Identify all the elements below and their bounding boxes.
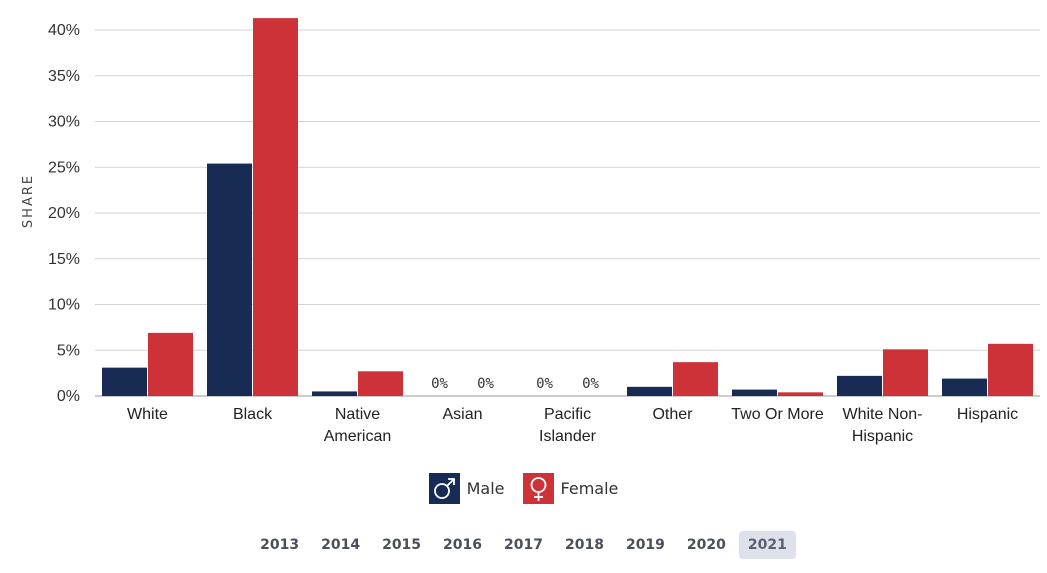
legend: Male Female [0,473,1047,504]
legend-item-male[interactable]: Male [428,473,505,504]
x-category-label: White [127,406,168,423]
zero-data-label: 0% [582,376,599,392]
zero-data-label: 0% [431,376,448,392]
bars [102,18,1033,396]
year-button-2014[interactable]: 2014 [321,537,361,553]
bar-female-black[interactable] [253,18,298,396]
x-category-label: Hispanic [957,406,1018,423]
y-tick-label: 35% [48,68,80,85]
y-tick-label: 25% [48,159,80,176]
year-button-2019[interactable]: 2019 [625,537,665,553]
bar-female-hispanic[interactable] [988,343,1033,396]
gridlines [95,29,1040,397]
bar-male-hispanic[interactable] [942,378,987,396]
bar-male-black[interactable] [207,163,252,396]
male-symbol-icon [428,473,460,504]
x-axis-categories: White Black Native American Asian Pacific Isla… [127,406,1018,445]
y-tick-label: 20% [48,205,80,222]
legend-item-female[interactable]: Female [522,473,619,504]
y-tick-label: 40% [48,22,80,39]
bar-male-native-american[interactable] [312,391,357,396]
x-category-label: Two Or More [731,406,824,423]
x-category-label: Black [233,406,273,423]
y-axis-ticks: 0% 5% 10% 15% 20% 25% 30% 35% 40% [48,22,80,405]
y-tick-label: 0% [57,388,80,405]
zero-data-label: 0% [536,376,553,392]
x-category-label: Native American [324,406,392,445]
y-axis-label: SHARE [21,174,36,228]
year-button-2018[interactable]: 2018 [564,537,604,553]
bar-male-two-or-more[interactable] [732,389,777,396]
bar-female-two-or-more[interactable] [778,392,823,396]
x-category-label: Asian [442,406,482,423]
year-button-2015[interactable]: 2015 [382,537,422,553]
y-tick-label: 10% [48,297,80,314]
bar-female-white-non-hispanic[interactable] [883,349,928,396]
bar-female-native-american[interactable] [358,371,403,396]
year-button-2020[interactable]: 2020 [686,537,726,553]
bar-male-white[interactable] [102,367,147,396]
bar-male-white-non-hispanic[interactable] [837,375,882,396]
year-button-2013[interactable]: 2013 [260,537,300,553]
year-button-2016[interactable]: 2016 [443,537,483,553]
y-tick-label: 15% [48,251,80,268]
year-button-2021[interactable]: 2021 [738,531,796,559]
x-category-label: White Non-Hispanic [842,406,922,445]
female-symbol-icon [522,473,554,504]
year-button-2017[interactable]: 2017 [504,537,543,553]
x-category-label: Pacific Islander [539,406,597,445]
x-category-label: Other [652,406,693,423]
zero-data-label: 0% [477,376,494,392]
bar-chart: 0%5%10%15%20%25%30%35%40% SHARE 0% 0% 0% 0%… [21,18,1040,445]
year-selector: 2013 2014 2015 2016 2017 2018 2019 2020 … [0,531,1047,559]
y-tick-label: 30% [48,114,80,131]
legend-label-male: Male [466,479,505,498]
bar-female-other[interactable] [673,362,718,396]
legend-label-female: Female [560,479,619,498]
bar-male-other[interactable] [627,386,672,396]
zero-labels: 0% 0% 0% 0% [431,376,599,392]
y-tick-label: 5% [57,342,80,359]
bar-female-white[interactable] [148,332,193,396]
